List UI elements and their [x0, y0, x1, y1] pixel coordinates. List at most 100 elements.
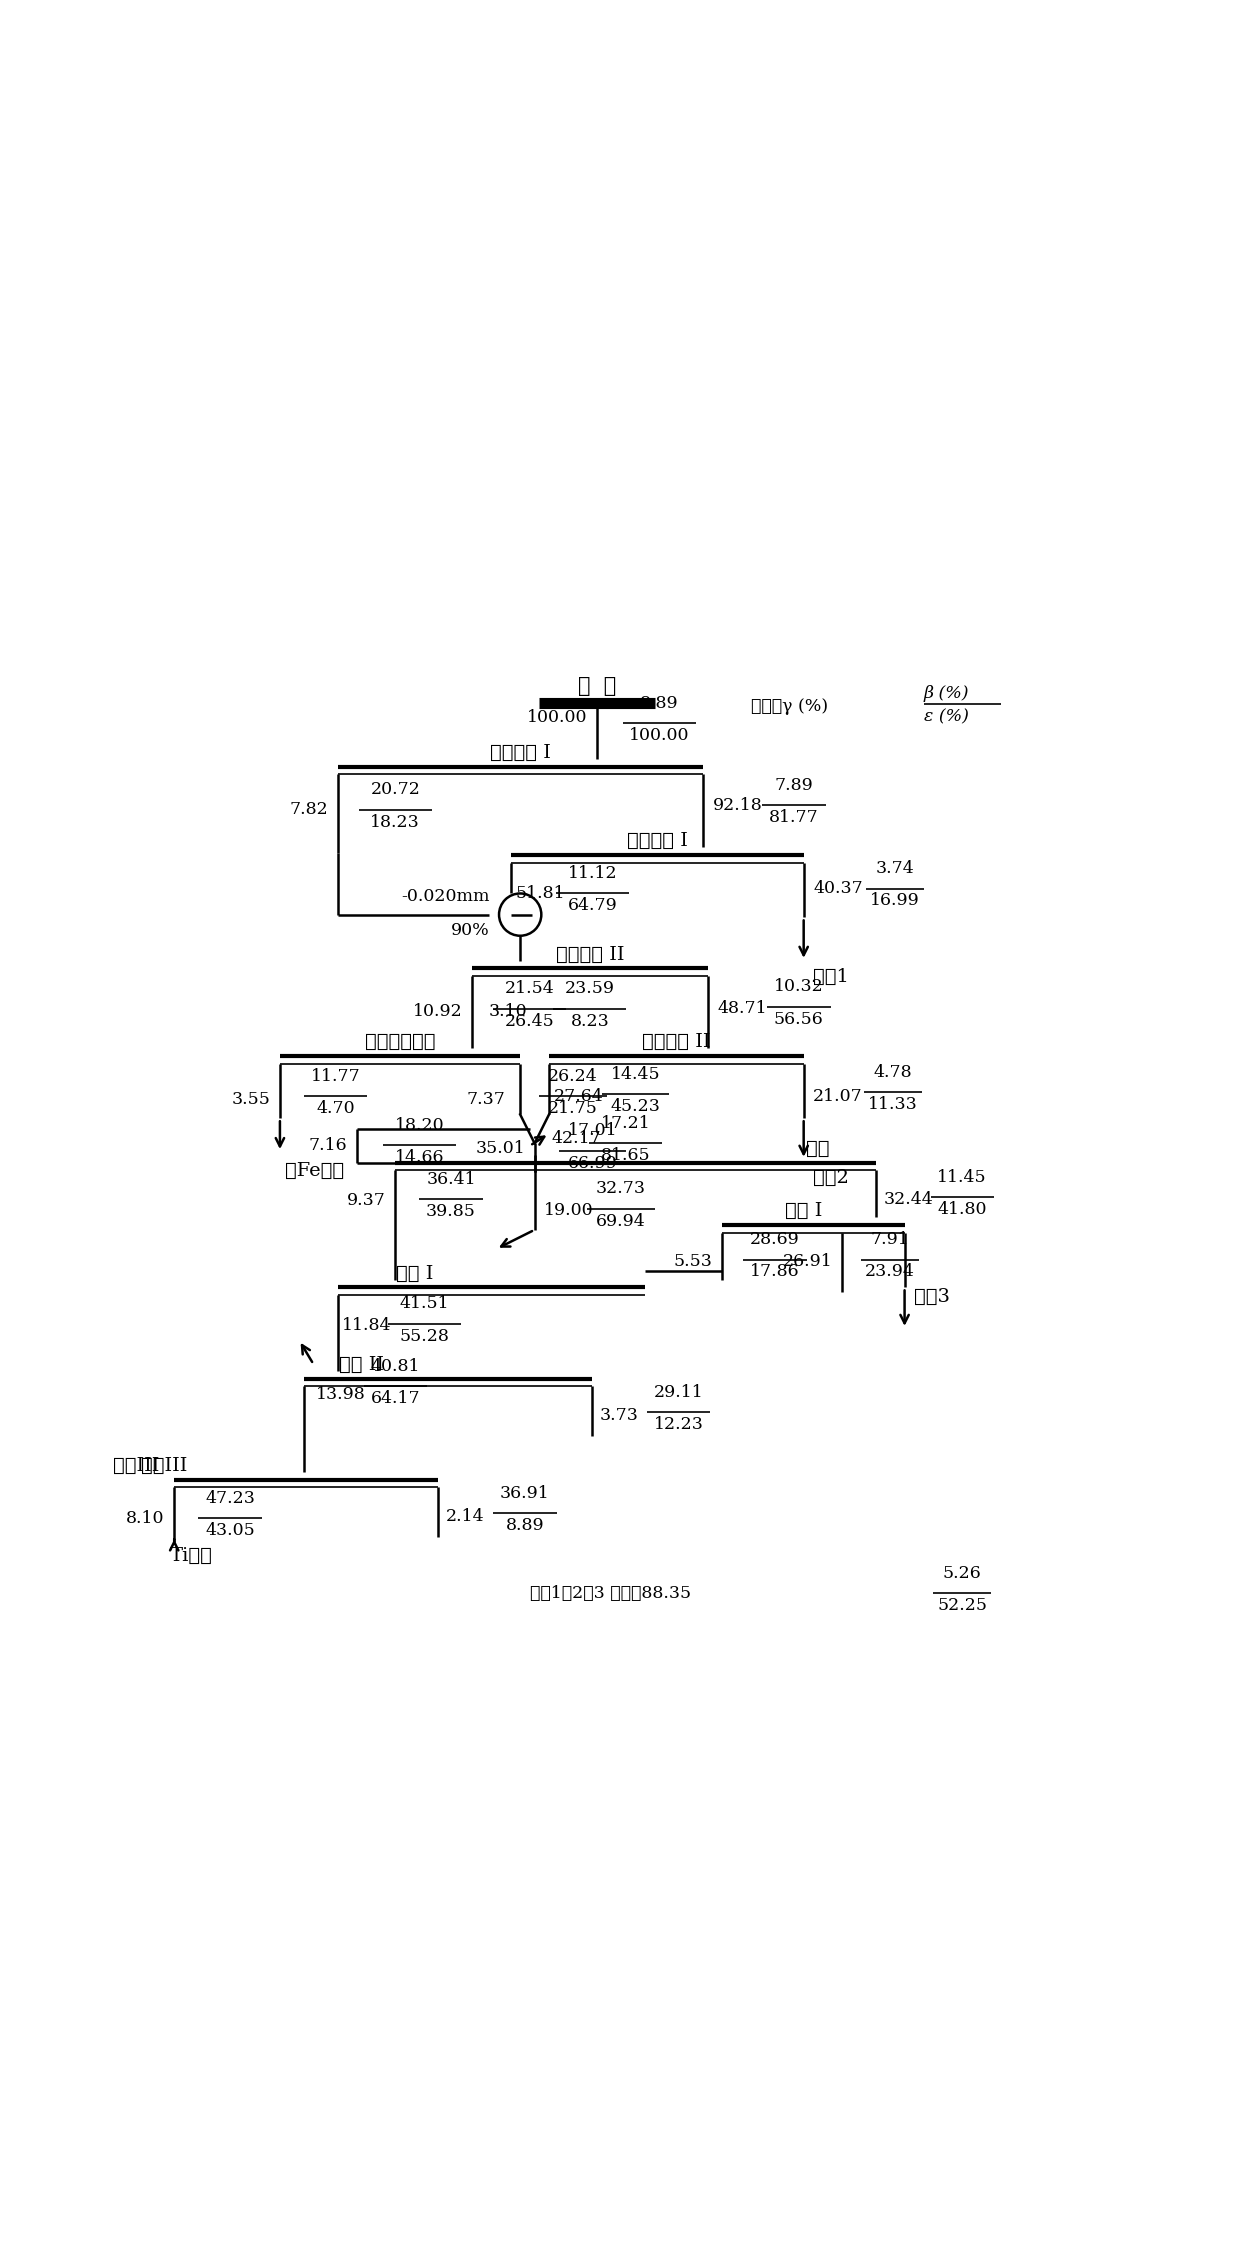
Text: 超导磁选 II: 超导磁选 II	[642, 1032, 711, 1050]
Text: 9.37: 9.37	[347, 1193, 386, 1209]
Text: 42.17: 42.17	[552, 1130, 601, 1148]
Text: 28.69: 28.69	[750, 1232, 800, 1247]
Text: 4.70: 4.70	[316, 1100, 355, 1116]
Text: 2.14: 2.14	[446, 1508, 485, 1524]
Text: 11.45: 11.45	[937, 1168, 987, 1186]
Text: 35.01: 35.01	[475, 1139, 525, 1157]
Text: 26.24: 26.24	[548, 1069, 598, 1084]
Text: 7.16: 7.16	[309, 1137, 347, 1155]
Text: 64.79: 64.79	[568, 897, 618, 915]
Text: 14.66: 14.66	[394, 1150, 444, 1166]
Text: 41.80: 41.80	[937, 1200, 987, 1218]
Text: 7.37: 7.37	[467, 1091, 506, 1107]
Text: 3.74: 3.74	[875, 860, 914, 876]
Text: 11.12: 11.12	[568, 865, 618, 883]
Text: 69.94: 69.94	[596, 1214, 646, 1229]
Text: 20.72: 20.72	[371, 781, 420, 799]
Text: 13.98: 13.98	[315, 1386, 366, 1404]
Text: 7.91: 7.91	[870, 1232, 910, 1247]
Text: 51.81: 51.81	[516, 885, 565, 901]
Text: 精选III: 精选III	[113, 1456, 160, 1474]
Text: 7.89: 7.89	[775, 777, 813, 792]
Text: 10.92: 10.92	[413, 1003, 463, 1021]
Text: 29.11: 29.11	[653, 1383, 703, 1401]
Text: 3.73: 3.73	[600, 1406, 639, 1424]
Text: 图例：γ (%): 图例：γ (%)	[751, 697, 828, 715]
Text: 5.26: 5.26	[942, 1564, 982, 1583]
Text: 原  矿: 原 矿	[578, 677, 616, 697]
Text: 3.10: 3.10	[489, 1003, 527, 1021]
Text: 27.64: 27.64	[554, 1087, 604, 1105]
Text: 41.51: 41.51	[399, 1295, 449, 1313]
Text: 48.71: 48.71	[717, 1001, 766, 1017]
Text: Ti精矿: Ti精矿	[170, 1546, 212, 1564]
Text: 26.91: 26.91	[782, 1252, 832, 1270]
Text: β (%): β (%)	[924, 686, 970, 702]
Text: 26.45: 26.45	[505, 1012, 554, 1030]
Text: 5.53: 5.53	[673, 1252, 712, 1270]
Text: 32.73: 32.73	[596, 1180, 646, 1198]
Text: 精选 I: 精选 I	[396, 1266, 433, 1284]
Text: 10.32: 10.32	[774, 978, 823, 996]
Text: 92.18: 92.18	[712, 797, 763, 813]
Text: 21.07: 21.07	[813, 1087, 863, 1105]
Text: 18.23: 18.23	[371, 813, 420, 831]
Text: 粗选: 粗选	[806, 1139, 830, 1157]
Text: 8.23: 8.23	[570, 1012, 609, 1030]
Text: 55.28: 55.28	[399, 1327, 449, 1345]
Text: 32.44: 32.44	[883, 1191, 934, 1207]
Text: -0.020mm: -0.020mm	[401, 887, 490, 906]
Text: 100.00: 100.00	[629, 727, 689, 745]
Text: 8.89: 8.89	[640, 695, 678, 711]
Text: 17.21: 17.21	[601, 1114, 651, 1132]
Text: 7.82: 7.82	[289, 801, 327, 817]
Text: 弱磁筒式磁选: 弱磁筒式磁选	[365, 1032, 435, 1050]
Text: 11.33: 11.33	[868, 1096, 918, 1114]
Text: 尾矿1、2、3 合计：88.35: 尾矿1、2、3 合计：88.35	[529, 1585, 691, 1601]
Text: 36.41: 36.41	[427, 1170, 476, 1189]
Text: 平板磁选 I: 平板磁选 I	[490, 745, 551, 761]
Text: 47.23: 47.23	[205, 1490, 255, 1506]
Text: 14.45: 14.45	[610, 1066, 661, 1082]
Text: 90%: 90%	[450, 921, 490, 940]
Text: 23.59: 23.59	[565, 980, 615, 996]
Text: 平板磁选 II: 平板磁选 II	[556, 946, 624, 964]
Text: 36.91: 36.91	[500, 1485, 549, 1501]
Text: 19.00: 19.00	[544, 1202, 594, 1218]
Text: 66.99: 66.99	[568, 1155, 618, 1173]
Text: 40.37: 40.37	[813, 881, 863, 897]
Text: 3.55: 3.55	[232, 1091, 270, 1107]
Text: 次Fe精矿: 次Fe精矿	[285, 1161, 343, 1180]
Text: 11.77: 11.77	[311, 1069, 361, 1084]
Text: 11.84: 11.84	[342, 1318, 392, 1333]
Text: 40.81: 40.81	[371, 1358, 420, 1374]
Text: 52.25: 52.25	[937, 1596, 987, 1614]
Text: 43.05: 43.05	[205, 1521, 255, 1540]
Text: 精选III: 精选III	[141, 1456, 187, 1474]
Text: 8.10: 8.10	[126, 1510, 165, 1526]
Text: 尾矿1: 尾矿1	[813, 969, 849, 987]
Text: 18.20: 18.20	[394, 1116, 444, 1134]
Text: 100.00: 100.00	[527, 709, 588, 727]
Text: 扫选 I: 扫选 I	[785, 1202, 822, 1220]
Text: 81.77: 81.77	[769, 808, 818, 826]
Text: 精选 II: 精选 II	[339, 1356, 384, 1374]
Text: 17.86: 17.86	[750, 1263, 800, 1281]
Text: 64.17: 64.17	[371, 1390, 420, 1408]
Text: 21.75: 21.75	[548, 1100, 598, 1116]
Text: 16.99: 16.99	[870, 892, 920, 910]
Text: 81.65: 81.65	[601, 1148, 651, 1164]
Text: 45.23: 45.23	[610, 1098, 661, 1116]
Text: 23.94: 23.94	[866, 1263, 915, 1281]
Text: 21.54: 21.54	[505, 980, 554, 996]
Text: 56.56: 56.56	[774, 1010, 823, 1028]
Text: 尾矿2: 尾矿2	[813, 1168, 849, 1186]
Text: 17.01: 17.01	[568, 1123, 618, 1139]
Text: 12.23: 12.23	[653, 1417, 703, 1433]
Text: 4.78: 4.78	[874, 1064, 913, 1080]
Text: ε (%): ε (%)	[924, 709, 968, 724]
Text: 超导磁选 I: 超导磁选 I	[626, 833, 687, 851]
Text: 尾矿3: 尾矿3	[914, 1288, 950, 1306]
Text: 8.89: 8.89	[506, 1517, 544, 1535]
Text: 39.85: 39.85	[427, 1202, 476, 1220]
